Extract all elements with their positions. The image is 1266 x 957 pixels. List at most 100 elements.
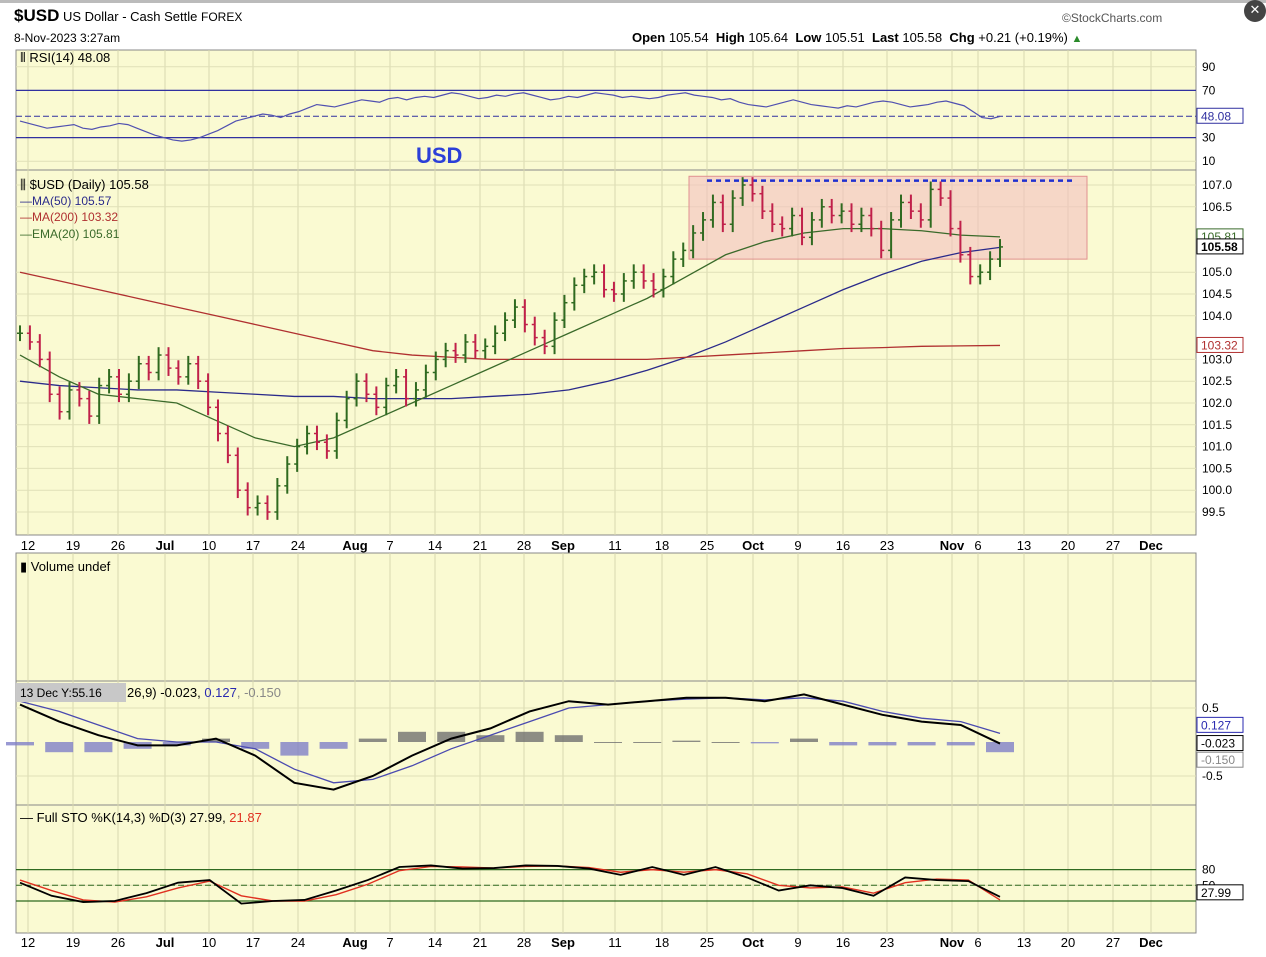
macd-histogram-bar — [633, 742, 662, 743]
x-tick-label: 11 — [608, 538, 622, 553]
x-tick-label: 19 — [66, 538, 80, 553]
x-tick-label: Dec — [1139, 538, 1163, 553]
x-tick-label: Dec — [1139, 935, 1163, 950]
x-tick-label: Aug — [342, 538, 367, 553]
legend-ma200: —MA(200) 103.32 — [20, 210, 118, 224]
price-tick-label: 101.0 — [1202, 440, 1232, 454]
ma200-price-tag: 103.32 — [1201, 338, 1238, 352]
price-plot: 107.0 106.5 105.0 104.5 104.0 103.0 102.5 102.0… — [16, 175, 1244, 520]
price-tick-label: 102.0 — [1202, 396, 1232, 410]
legend-ema20: —EMA(20) 105.81 — [20, 227, 120, 241]
macd-tick-label: 0.5 — [1202, 701, 1219, 715]
sto-plot: 805027.99 — [16, 863, 1244, 905]
price-tick-label: 103.0 — [1202, 352, 1232, 366]
chart-icon: ⦀ — [20, 50, 26, 65]
x-tick-label: 27 — [1106, 935, 1120, 950]
symbol: $USD — [14, 6, 60, 25]
x-tick-label: Sep — [551, 935, 575, 950]
x-tick-label: Jul — [156, 538, 175, 553]
x-tick-label: 14 — [428, 538, 442, 553]
macd-tick-label: -0.5 — [1202, 769, 1223, 783]
x-tick-label: 6 — [974, 538, 981, 553]
price-tag-bg — [1196, 751, 1244, 768]
price-tick-label: 102.5 — [1202, 374, 1232, 388]
x-tick-label: 23 — [880, 935, 894, 950]
x-tick-label: 12 — [21, 538, 35, 553]
x-tick-label: Oct — [742, 935, 764, 950]
sto-k-tag: 27.99 — [1201, 886, 1231, 900]
x-tick-label: Sep — [551, 538, 575, 553]
instrument-name: US Dollar - Cash Settle — [62, 9, 198, 24]
x-tick-label: 26 — [111, 935, 125, 950]
x-tick-label: 24 — [291, 935, 305, 950]
x-tick-label: 26 — [111, 538, 125, 553]
macd-histogram-bar — [398, 731, 426, 742]
price-tick-label: 99.5 — [1202, 505, 1226, 519]
x-tick-label: 7 — [386, 538, 393, 553]
x-tick-label: Nov — [940, 935, 965, 950]
hover-tooltip: 13 Dec Y:55.16 — [20, 686, 102, 700]
macd-histogram-bar — [84, 742, 113, 753]
rsi-title: ⦀ RSI(14) 48.08 — [20, 50, 110, 65]
sto-legend: — Full STO %K(14,3) %D(3) 27.99, 21.87 — [20, 810, 262, 825]
macd-signal-tag: 0.127 — [1201, 718, 1231, 732]
last-price-tag: 105.58 — [1201, 240, 1238, 254]
x-tick-label: 20 — [1061, 538, 1075, 553]
x-tick-label: 28 — [517, 935, 531, 950]
macd-histogram-bar — [6, 742, 34, 746]
x-tick-label: 11 — [608, 935, 622, 950]
price-tag-bg — [1196, 336, 1244, 353]
price-tick-label: 104.5 — [1202, 287, 1232, 301]
ohlc-readout: Open 105.54 High 105.64 Low 105.51 Last … — [632, 30, 1083, 45]
x-tick-label: 16 — [836, 935, 850, 950]
rsi-plot: 90 70 30 10 48.08 — [16, 60, 1244, 168]
close-icon[interactable]: ✕ — [1244, 0, 1266, 22]
macd-histogram-bar — [829, 742, 858, 746]
x-tick-label: 9 — [794, 538, 801, 553]
volume-title: ▮ Volume undef — [20, 559, 111, 574]
macd-histogram-bar — [202, 738, 230, 742]
x-tick-label: 19 — [66, 935, 80, 950]
macd-legend: 26,9) -0.023, 0.127, -0.150 — [127, 685, 281, 700]
chart-header-title: $USD US Dollar - Cash Settle FOREX — [14, 6, 242, 26]
price-tick-label: 106.5 — [1202, 200, 1232, 214]
source-brand[interactable]: ©StockCharts.com — [1062, 11, 1163, 25]
x-tick-label: 27 — [1106, 538, 1120, 553]
ohlc-icon: ⫼ — [20, 177, 26, 192]
x-tick-label: 13 — [1017, 935, 1031, 950]
price-tick-label: 100.5 — [1202, 461, 1232, 475]
x-tick-label: Nov — [940, 538, 965, 553]
macd-histogram-bar — [594, 742, 622, 743]
ema20-line — [19, 227, 1001, 448]
volume-icon: ▮ — [20, 559, 27, 574]
rsi-tick-label: 70 — [1202, 83, 1216, 97]
up-arrow-icon: ▲ — [1071, 33, 1083, 45]
price-title: ⫼ $USD (Daily) 105.58 — [20, 177, 149, 192]
x-tick-label: 20 — [1061, 935, 1075, 950]
rsi-line — [19, 92, 1001, 142]
window-top-border — [0, 0, 1266, 3]
sto-k-line — [19, 864, 1001, 905]
price-tag-bg — [1196, 884, 1244, 901]
x-tick-label: 21 — [473, 935, 487, 950]
macd-histogram-bar — [711, 742, 740, 743]
price-tag-bg — [1196, 238, 1244, 255]
x-tick-label: 17 — [246, 538, 260, 553]
macd-histogram-bar — [868, 742, 897, 746]
x-tick-label: 13 — [1017, 538, 1031, 553]
price-tag-bg — [1196, 107, 1244, 124]
macd-histogram-bar — [45, 742, 74, 753]
rsi-tick-label: 10 — [1202, 154, 1216, 168]
chart-date: 8-Nov-2023 3:27am — [14, 31, 121, 45]
macd-histogram-bar — [241, 742, 270, 749]
x-tick-label: 23 — [880, 538, 894, 553]
macd-histogram-bar — [672, 740, 701, 742]
price-tag-bg — [1196, 735, 1244, 752]
price-tick-label: 104.0 — [1202, 309, 1232, 323]
x-tick-label: 24 — [291, 538, 305, 553]
x-tick-label: 18 — [655, 538, 669, 553]
x-tick-label: 14 — [428, 935, 442, 950]
x-tick-label: Jul — [156, 935, 175, 950]
x-tick-label: 17 — [246, 935, 260, 950]
macd-histogram-bar — [986, 742, 1014, 753]
